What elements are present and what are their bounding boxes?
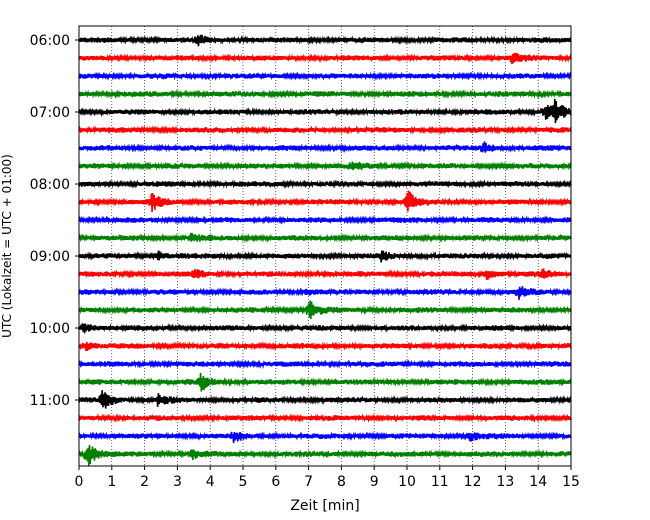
x-axis-label: Zeit [min] [290,498,359,514]
trace-row-5 [78,125,572,135]
y-tick-label: 11:00 [30,393,70,409]
y-tick-label: 07:00 [30,105,70,121]
trace-row-8 [78,179,572,189]
trace-row-3 [78,89,572,99]
x-tick-label: 1 [107,474,116,490]
grid-lines [111,26,539,466]
x-tick-label: 6 [271,474,280,490]
x-tick-label: 8 [337,474,346,490]
trace-row-18 [78,359,572,369]
x-tick-label: 0 [75,474,84,490]
x-tick-label: 15 [562,474,580,490]
trace-row-14 [78,286,572,300]
trace-row-22 [78,431,572,443]
trace-row-7 [78,161,572,171]
trace-row-10 [78,215,572,225]
plot-frame [78,25,572,467]
y-tick-label: 09:00 [30,249,70,265]
trace-row-12 [78,250,572,263]
x-tick-label: 3 [173,474,182,490]
trace-row-19 [78,373,572,392]
trace-row-16 [78,323,572,334]
x-axis: 0 1 2 3 4 5 6 7 8 9 10 11 12 13 14 15 [75,466,580,490]
trace-row-9 [78,190,572,213]
trace-row-6 [78,141,572,153]
x-tick-label: 13 [496,474,514,490]
x-tick-label: 11 [431,474,449,490]
y-tick-label: 08:00 [30,177,70,193]
trace-row-4 [78,98,572,124]
trace-row-2 [78,71,572,81]
trace-row-0 [78,34,572,47]
x-tick-label: 7 [304,474,313,490]
trace-row-15 [78,300,572,319]
trace-row-21 [78,413,572,423]
y-axis: 06:00 07:00 08:00 09:00 10:00 11:00 [30,33,79,409]
trace-row-11 [78,232,572,243]
x-tick-label: 10 [398,474,416,490]
trace-row-1 [78,52,572,65]
y-tick-label: 10:00 [30,321,70,337]
x-tick-label: 5 [239,474,248,490]
x-tick-label: 2 [140,474,149,490]
seismic-traces [78,34,572,467]
trace-row-23 [78,444,572,467]
trace-row-13 [78,268,572,280]
x-tick-label: 14 [529,474,547,490]
x-tick-label: 12 [464,474,482,490]
y-axis-label: UTC (Lokalzeit = UTC + 01:00) [0,154,14,338]
x-tick-label: 4 [206,474,215,490]
x-tick-label: 9 [370,474,379,490]
y-tick-label: 06:00 [30,33,70,49]
trace-row-17 [78,341,572,351]
trace-row-20 [78,390,572,409]
